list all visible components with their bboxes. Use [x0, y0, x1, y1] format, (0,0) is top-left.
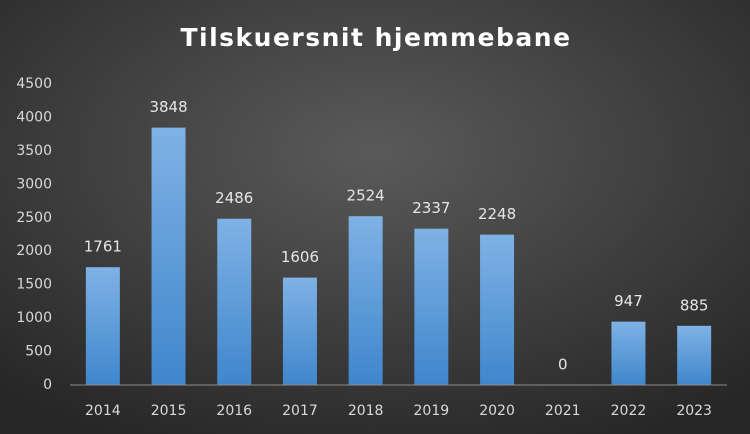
bar — [677, 325, 712, 385]
x-tick-label: 2022 — [611, 403, 647, 419]
x-tick-label: 2021 — [545, 403, 581, 419]
y-tick-label: 2500 — [16, 210, 52, 226]
x-tick-label: 2023 — [676, 403, 712, 419]
y-tick-label: 4000 — [16, 109, 52, 125]
x-tick-label: 2017 — [282, 403, 318, 419]
y-tick-label: 4500 — [16, 76, 52, 92]
y-tick-label: 1000 — [16, 310, 52, 326]
data-label: 885 — [680, 296, 709, 314]
bar — [414, 228, 449, 385]
data-label: 1606 — [281, 248, 319, 266]
x-tick-label: 2018 — [348, 403, 384, 419]
data-label: 947 — [614, 292, 643, 310]
x-tick-label: 2020 — [479, 403, 515, 419]
bar — [217, 218, 252, 385]
data-label: 0 — [558, 356, 568, 374]
x-tick-label: 2014 — [85, 403, 121, 419]
bar — [85, 267, 120, 385]
bar — [282, 277, 317, 385]
bar — [348, 216, 383, 385]
x-tick-label: 2015 — [151, 403, 187, 419]
data-label: 2524 — [347, 187, 385, 205]
y-tick-label: 500 — [25, 344, 52, 360]
x-tick-label: 2016 — [216, 403, 252, 419]
y-tick-label: 1500 — [16, 277, 52, 293]
y-tick-label: 3000 — [16, 176, 52, 192]
data-label: 1761 — [84, 238, 122, 256]
bar — [151, 127, 186, 385]
data-label: 2248 — [478, 205, 516, 223]
bar — [480, 234, 515, 385]
chart-title: Tilskuersnit hjemmebane — [180, 23, 571, 52]
data-label: 2486 — [215, 189, 253, 207]
bar — [611, 321, 646, 385]
x-tick-label: 2019 — [414, 403, 450, 419]
data-label: 3848 — [149, 98, 187, 116]
y-tick-label: 2000 — [16, 243, 52, 259]
data-label: 2337 — [412, 199, 450, 217]
y-tick-label: 0 — [43, 377, 52, 393]
y-tick-label: 3500 — [16, 143, 52, 159]
